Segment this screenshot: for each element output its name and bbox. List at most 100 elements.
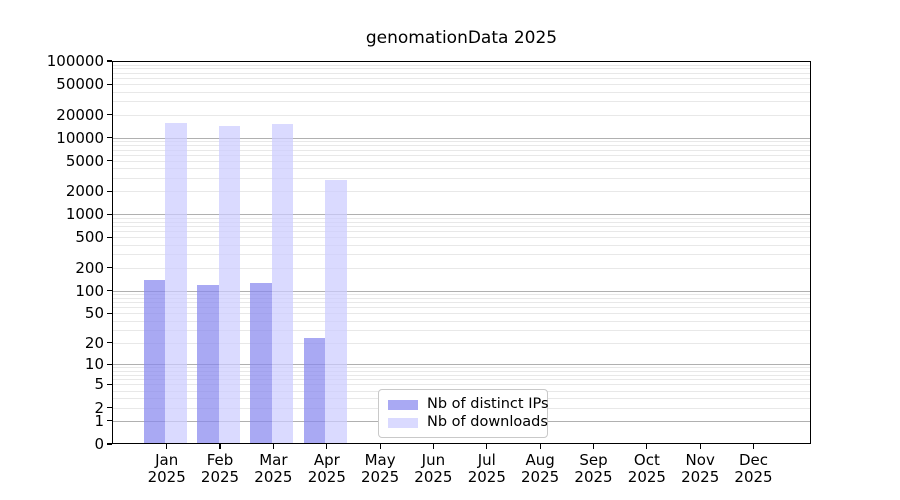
legend-swatch-distinct-ips [388, 399, 418, 410]
bar-distinct-ips [250, 283, 272, 444]
gridline-major [112, 290, 811, 292]
gridline-minor [112, 379, 811, 381]
y-tick-label: 20000 [56, 105, 104, 124]
legend-label-distinct-ips: Nb of distinct IPs [427, 396, 549, 412]
x-tick-label: Jan 2025 [147, 451, 186, 486]
y-tick-label: 50000 [56, 75, 104, 94]
y-tick-mark [107, 160, 112, 162]
gridline-minor [112, 267, 811, 269]
x-tick-label: Dec 2025 [734, 451, 773, 486]
legend-entry-downloads: Nb of downloads [388, 415, 548, 430]
bar-distinct-ips [303, 338, 326, 444]
y-tick-label: 200 [75, 258, 104, 277]
gridline-minor [112, 177, 811, 179]
x-tick-mark [699, 444, 701, 449]
gridline-minor [112, 149, 811, 151]
y-tick-mark [107, 60, 112, 62]
gridline-minor [112, 302, 811, 304]
bar-distinct-ips [143, 280, 166, 444]
bar-downloads [218, 126, 240, 444]
legend-entry-distinct-ips: Nb of distinct IPs [388, 397, 549, 412]
gridline-minor [112, 320, 811, 322]
x-tick-label: Mar 2025 [254, 451, 293, 486]
y-tick-mark [107, 342, 112, 344]
gridline-minor [112, 384, 811, 386]
x-tick-mark [646, 444, 648, 449]
x-tick-mark [539, 444, 541, 449]
y-tick-label: 50 [84, 304, 104, 323]
gridline-minor [112, 160, 811, 162]
gridline-minor [112, 226, 811, 227]
y-tick-mark [107, 420, 112, 422]
gridline-minor [112, 244, 811, 246]
x-tick-label: Feb 2025 [200, 451, 240, 486]
gridline-minor [112, 297, 811, 299]
y-tick-mark [107, 312, 112, 314]
x-tick-mark [219, 444, 221, 449]
legend-label-downloads: Nb of downloads [427, 414, 548, 430]
y-tick-mark [107, 406, 112, 409]
gridline-major [112, 364, 811, 366]
y-tick-mark [107, 267, 112, 269]
gridline-minor [112, 114, 811, 116]
gridline-minor [112, 221, 811, 223]
y-tick-label: 5000 [65, 151, 104, 170]
y-tick-label: 1000 [65, 205, 104, 224]
y-tick-mark [107, 113, 112, 116]
y-tick-label: 10 [84, 355, 104, 374]
y-tick-mark [107, 190, 112, 192]
gridline-minor [112, 64, 811, 66]
y-tick-label: 20 [84, 333, 104, 352]
x-tick-label: Jul 2025 [467, 451, 506, 486]
gridline-minor [112, 313, 811, 315]
y-tick-label: 10000 [56, 128, 104, 147]
y-tick-label: 0 [94, 435, 104, 453]
gridline-minor [112, 293, 811, 295]
chart-title: genomationData 2025 [365, 28, 558, 48]
y-tick-label: 2000 [65, 182, 104, 201]
gridline-minor [112, 84, 811, 86]
gridline-minor [112, 342, 811, 344]
bar-downloads [325, 179, 347, 444]
y-tick-mark [107, 443, 112, 445]
y-tick-mark [107, 236, 112, 238]
gridline-minor [112, 68, 811, 70]
legend: Nb of distinct IPs Nb of downloads [378, 389, 549, 438]
x-tick-label: Sep 2025 [574, 451, 613, 486]
x-tick-mark [326, 444, 328, 449]
y-tick-label: 100 [75, 281, 104, 300]
x-tick-mark [432, 444, 434, 449]
gridline-minor [112, 91, 811, 93]
legend-swatch-downloads [388, 417, 418, 428]
gridline-minor [112, 367, 811, 369]
gridline-minor [112, 329, 811, 331]
x-tick-mark [272, 444, 274, 449]
x-tick-mark [379, 444, 381, 449]
y-tick-label: 100000 [46, 52, 104, 70]
gridline-minor [112, 145, 811, 146]
x-tick-mark [592, 444, 595, 449]
y-tick-mark [107, 363, 112, 365]
y-tick-label: 2 [94, 398, 104, 417]
y-tick-label: 5 [94, 375, 104, 394]
gridline-minor [112, 191, 811, 193]
x-tick-label: Apr 2025 [307, 451, 346, 486]
gridline-minor [112, 307, 811, 309]
bar-downloads [165, 123, 187, 444]
x-tick-label: Jun 2025 [414, 451, 453, 486]
gridline-minor [112, 370, 811, 372]
x-tick-label: May 2025 [361, 451, 400, 486]
y-tick-mark [107, 289, 112, 292]
bar-downloads [271, 123, 294, 444]
x-tick-mark [752, 444, 755, 449]
gridline-minor [112, 237, 811, 239]
gridline-minor [112, 217, 811, 219]
y-tick-label: 1 [94, 411, 104, 430]
gridline-minor [112, 101, 811, 103]
x-tick-mark [486, 444, 488, 449]
gridline-minor [112, 168, 811, 170]
gridline-minor [112, 78, 811, 79]
gridline-minor [112, 141, 811, 143]
gridline-minor [112, 231, 811, 233]
